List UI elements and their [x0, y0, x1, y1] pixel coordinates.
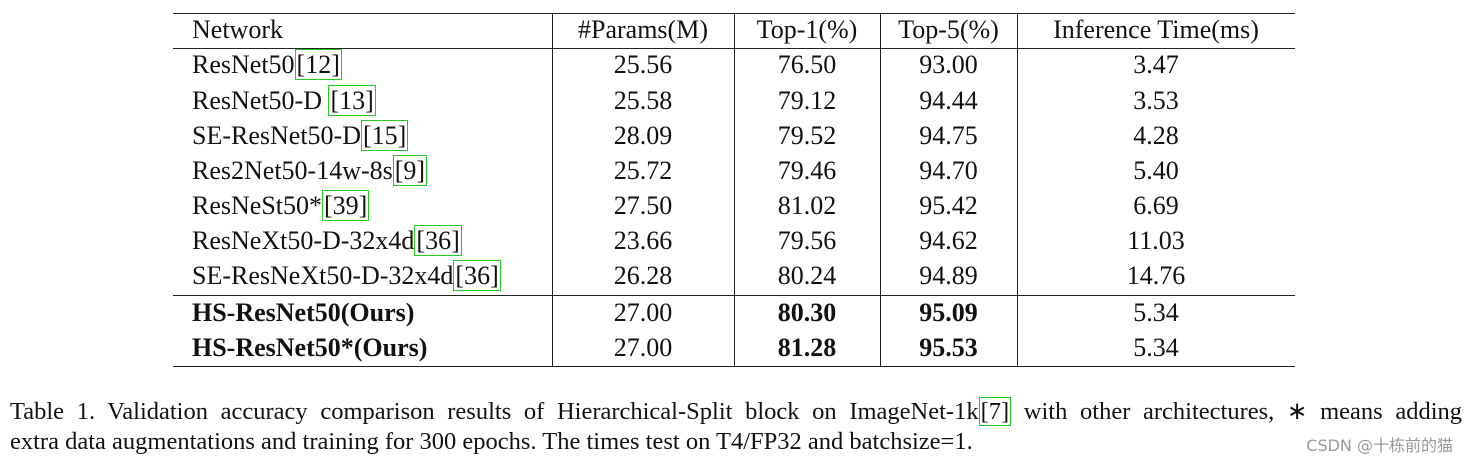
- header-cell: #Params(M): [578, 15, 708, 44]
- network-name: ResNeSt50*: [192, 191, 322, 220]
- value-cell: 81.28: [777, 333, 837, 362]
- value-cell: 26.28: [613, 261, 673, 290]
- value-cell: 25.56: [613, 50, 673, 79]
- network-name: Res2Net50-14w-8s: [192, 156, 393, 185]
- header-cell: Top-5(%): [898, 15, 999, 44]
- value-cell: 28.09: [613, 121, 673, 150]
- value-cell: 80.30: [777, 298, 837, 327]
- value-cell: 95.53: [919, 333, 978, 362]
- citation: [39]: [322, 190, 370, 221]
- bottom-rule: [173, 366, 1295, 368]
- value-cell: 95.09: [919, 298, 978, 327]
- citation: [12]: [294, 49, 342, 80]
- column-line: [734, 13, 736, 366]
- citation: [7]: [978, 397, 1012, 426]
- network-cell: SE-ResNeXt50-D-32x4d[36]: [192, 258, 501, 293]
- watermark: CSDN @十栋前的猫: [1306, 436, 1453, 455]
- network-cell: ResNeXt50-D-32x4d[36]: [192, 223, 462, 258]
- caption-text: Table 1. Validation accuracy comparison …: [10, 398, 979, 425]
- value-cell: 14.76: [1126, 261, 1186, 290]
- value-cell: 76.50: [777, 50, 837, 79]
- value-cell: 94.62: [919, 226, 978, 255]
- value-cell: 27.00: [613, 298, 673, 327]
- network-name: HS-ResNet50(Ours): [192, 298, 415, 327]
- value-cell: 3.47: [1133, 50, 1179, 79]
- citation: [9]: [392, 155, 428, 186]
- value-cell: 94.75: [919, 121, 978, 150]
- citation: [15]: [360, 120, 409, 151]
- value-cell: 25.72: [613, 156, 673, 185]
- value-cell: 80.24: [777, 261, 837, 290]
- network-cell: ResNet50[12]: [192, 47, 342, 82]
- network-cell: HS-ResNet50*(Ours): [192, 330, 427, 365]
- value-cell: 93.00: [919, 50, 978, 79]
- value-cell: 5.40: [1133, 156, 1179, 185]
- value-cell: 79.12: [777, 86, 837, 115]
- value-cell: 5.34: [1133, 333, 1179, 362]
- value-cell: 4.28: [1133, 121, 1179, 150]
- value-cell: 79.46: [777, 156, 837, 185]
- network-name: SE-ResNeXt50-D-32x4d: [192, 261, 454, 290]
- network-name: ResNet50: [192, 50, 295, 79]
- caption-line: extra data augmentations and training fo…: [10, 428, 973, 455]
- column-line: [1017, 13, 1019, 366]
- network-name: SE-ResNet50-D: [192, 121, 361, 150]
- value-cell: 79.56: [777, 226, 837, 255]
- citation: [36]: [453, 260, 501, 291]
- value-cell: 95.42: [919, 191, 978, 220]
- value-cell: 11.03: [1127, 226, 1185, 255]
- value-cell: 6.69: [1133, 191, 1179, 220]
- value-cell: 5.34: [1133, 298, 1179, 327]
- network-cell: ResNeSt50*[39]: [192, 188, 370, 223]
- network-name: ResNet50-D: [192, 86, 329, 115]
- value-cell: 81.02: [777, 191, 837, 220]
- caption-line: Table 1. Validation accuracy comparison …: [10, 396, 1462, 426]
- header-cell: Network: [192, 15, 283, 44]
- value-cell: 23.66: [613, 226, 673, 255]
- value-cell: 94.70: [919, 156, 978, 185]
- column-line: [552, 13, 554, 366]
- citation: [13]: [328, 85, 376, 116]
- value-cell: 3.53: [1133, 86, 1179, 115]
- value-cell: 27.50: [613, 191, 673, 220]
- value-cell: 94.44: [919, 86, 978, 115]
- value-cell: 79.52: [777, 121, 837, 150]
- caption-text: with other architectures, ∗ means adding: [1011, 398, 1463, 425]
- value-cell: 27.00: [613, 333, 673, 362]
- network-name: ResNeXt50-D-32x4d: [192, 226, 415, 255]
- column-line: [880, 13, 882, 366]
- header-cell: Top-1(%): [756, 15, 858, 44]
- network-cell: SE-ResNet50-D[15]: [192, 118, 409, 153]
- value-cell: 94.89: [919, 261, 978, 290]
- network-name: HS-ResNet50*(Ours): [192, 333, 428, 362]
- network-cell: Res2Net50-14w-8s[9]: [192, 153, 428, 188]
- network-cell: ResNet50-D [13]: [192, 83, 376, 118]
- value-cell: 25.58: [613, 86, 673, 115]
- citation: [36]: [414, 225, 462, 256]
- network-cell: HS-ResNet50(Ours): [192, 295, 414, 330]
- header-cell: Inference Time(ms): [1053, 15, 1259, 44]
